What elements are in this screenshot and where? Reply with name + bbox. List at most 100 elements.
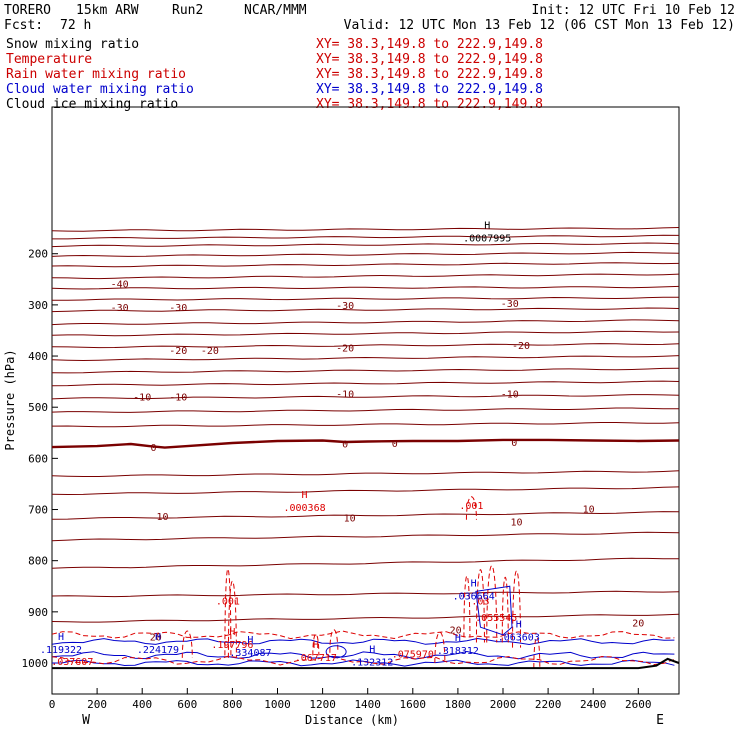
forecast-label: Fcst: bbox=[4, 18, 43, 33]
y-axis-label: Pressure (hPa) bbox=[3, 349, 17, 450]
y-tick-label: 400 bbox=[28, 350, 48, 363]
maximum-marker: H bbox=[484, 220, 490, 231]
rain-shaft-contour bbox=[512, 570, 522, 648]
x-tick-label: 800 bbox=[222, 698, 242, 711]
isotherms bbox=[51, 227, 679, 623]
x-tick-label: 2000 bbox=[490, 698, 517, 711]
maximum-value-label: .067717 bbox=[295, 653, 337, 664]
maximum-marker: H bbox=[313, 640, 319, 651]
isotherm-label: 10 bbox=[511, 517, 523, 528]
maximum-value-label: .036664 bbox=[453, 591, 495, 602]
cloud-water-cell bbox=[325, 645, 347, 659]
isotherm-line bbox=[51, 590, 679, 598]
cloud-water-contour bbox=[51, 659, 675, 667]
maximum-value-label: .001 bbox=[459, 501, 483, 512]
isotherm-line bbox=[51, 613, 679, 623]
plot-frame bbox=[51, 106, 680, 695]
isotherm-line bbox=[51, 422, 679, 428]
isotherm-line bbox=[51, 367, 679, 374]
run-name: Run2 bbox=[172, 3, 203, 18]
maximum-value-label: .037607 bbox=[51, 657, 93, 668]
isotherm-line bbox=[51, 330, 679, 337]
maximum-marker: H bbox=[229, 627, 235, 638]
isotherm-label: -10 bbox=[133, 392, 151, 403]
isotherm-line bbox=[51, 242, 679, 248]
header: TORERO 15km ARW Run2 NCAR/MMM Init: 12 U… bbox=[4, 3, 735, 33]
isotherm-line bbox=[51, 262, 679, 268]
isotherm-line bbox=[51, 380, 679, 387]
axes: 0 200 400 600 800 1000 1200 1400 1600 1800 2000 220… bbox=[22, 248, 652, 711]
isotherm-label: 10 bbox=[583, 505, 595, 516]
valid-time: Valid: 12 UTC Mon 13 Feb 12 (06 CST Mon … bbox=[344, 18, 735, 33]
legend-field-xy: XY= 38.3,149.8 to 222.9,149.8 bbox=[316, 52, 543, 67]
y-tick-label: 600 bbox=[28, 452, 48, 465]
rain-shaft-contour bbox=[475, 569, 485, 643]
rain-shaft-contour bbox=[533, 636, 541, 669]
rain-shaft-contour bbox=[465, 496, 477, 520]
x-tick-label: 1200 bbox=[309, 698, 336, 711]
isotherm-label: -20 bbox=[336, 343, 354, 354]
isotherm-line bbox=[51, 511, 679, 520]
isotherm-line bbox=[51, 486, 679, 496]
maximum-value-label: .075970 bbox=[392, 649, 434, 660]
isotherm-line bbox=[51, 307, 679, 313]
y-tick-label: 300 bbox=[28, 299, 48, 312]
isotherm-line bbox=[51, 343, 679, 349]
isotherm-label: -30 bbox=[501, 299, 519, 310]
x-tick-label: 1000 bbox=[264, 698, 291, 711]
x-tick-label: 2600 bbox=[625, 698, 652, 711]
maximum-value-label: .119322 bbox=[40, 645, 82, 656]
cloud-water-cell bbox=[475, 585, 513, 636]
isotherm-line bbox=[51, 319, 679, 326]
x-tick-label: 200 bbox=[87, 698, 107, 711]
isotherm-line bbox=[51, 557, 679, 569]
rain-shaft-contour bbox=[486, 565, 498, 643]
legend-field-xy: XY= 38.3,149.8 to 222.9,149.8 bbox=[316, 97, 543, 112]
isotherm-label: 20 bbox=[450, 625, 462, 636]
contour-labels: -40 -30 -30 -30 -30 -20 -20 -20 -20 -10 -10 -10 -10 0… bbox=[40, 220, 644, 668]
isotherm-label: -10 bbox=[336, 389, 354, 400]
init-time: Init: 12 UTC Fri 10 Feb 12 bbox=[532, 3, 736, 18]
isotherm-label: 0 bbox=[392, 439, 398, 450]
field-legend: Snow mixing ratio XY= 38.3,149.8 to 222.9… bbox=[6, 37, 543, 112]
rain-shaft-contour bbox=[501, 576, 509, 643]
isotherm-label: 10 bbox=[344, 514, 356, 525]
legend-field-name: Cloud ice mixing ratio bbox=[6, 97, 178, 112]
isotherm-line bbox=[51, 531, 679, 542]
terrain-line bbox=[52, 657, 680, 670]
cloud-water-contour bbox=[51, 650, 675, 660]
maximum-value-label: .0007995 bbox=[463, 233, 511, 244]
maximum-value-label: .001 bbox=[216, 597, 240, 608]
maximum-marker: H bbox=[58, 632, 64, 643]
y-tick-label: 700 bbox=[28, 504, 48, 517]
isotherm-line bbox=[51, 394, 679, 400]
resolution: 15km ARW bbox=[76, 3, 139, 18]
rain-water-contour bbox=[51, 655, 675, 666]
maximum-marker: H bbox=[155, 632, 161, 643]
isotherm-line bbox=[51, 470, 679, 477]
isotherm-line bbox=[52, 234, 679, 240]
isotherm-label: -30 bbox=[336, 301, 354, 312]
maximum-value-label: .132312 bbox=[351, 657, 393, 668]
legend-field-name: Temperature bbox=[6, 52, 92, 67]
x-tick-label: 1400 bbox=[354, 698, 381, 711]
maximum-marker: H bbox=[369, 644, 375, 655]
isotherm-label: 0 bbox=[511, 438, 517, 449]
isotherm-label: -30 bbox=[169, 303, 187, 314]
isotherm-label: -30 bbox=[111, 303, 129, 314]
maximum-marker: H bbox=[247, 635, 253, 646]
x-tick-label: 600 bbox=[177, 698, 197, 711]
isotherm-line bbox=[51, 273, 679, 280]
isotherm-label: 0 bbox=[150, 443, 156, 454]
isotherm-label: 0 bbox=[342, 440, 348, 451]
y-tick-label: 200 bbox=[28, 248, 48, 261]
isotherm-label: -20 bbox=[201, 346, 219, 357]
x-tick-label: 2400 bbox=[580, 698, 607, 711]
legend-field-xy: XY= 38.3,149.8 to 222.9,149.8 bbox=[316, 37, 543, 52]
isotherm-label: 10 bbox=[156, 512, 168, 523]
isotherm-label: 20 bbox=[150, 632, 162, 643]
legend-field-name: Rain water mixing ratio bbox=[6, 67, 186, 82]
west-label: W bbox=[82, 713, 90, 728]
maximum-marker: H bbox=[471, 578, 477, 589]
